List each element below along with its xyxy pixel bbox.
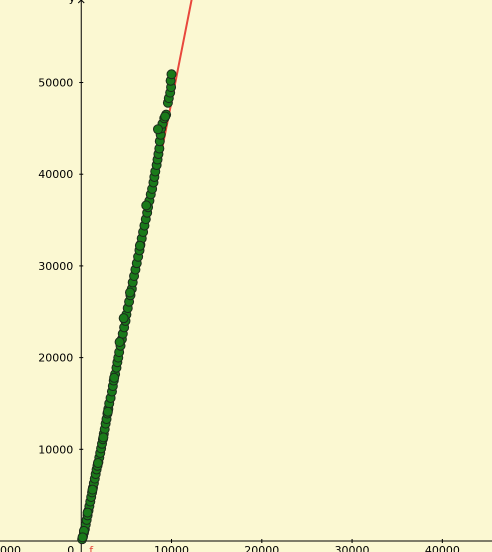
- y-axis-name: y: [69, 0, 76, 5]
- y-tick-label: 30000: [38, 260, 73, 273]
- data-point: [98, 432, 109, 443]
- y-axis-arrow: [77, 0, 85, 4]
- x-tick-label: 40000: [425, 544, 460, 552]
- axis-labels: y100002000030000400000000100002000030000…: [0, 0, 460, 552]
- x-tick-label: 20000: [244, 544, 279, 552]
- data-point: [166, 69, 177, 80]
- data-points: [77, 69, 177, 545]
- data-point: [82, 507, 93, 518]
- data-point: [87, 484, 98, 495]
- y-tick-label: 10000: [38, 443, 73, 456]
- x-tick-label: 10000: [154, 544, 189, 552]
- fit-curve-label: f: [89, 544, 94, 552]
- data-point: [125, 287, 135, 298]
- data-point: [160, 111, 171, 122]
- x-tick-label-cut: 000: [0, 544, 21, 552]
- y-tick-label: 20000: [38, 352, 73, 365]
- y-tick-label: 50000: [38, 77, 73, 90]
- data-point: [92, 458, 103, 469]
- data-point: [152, 124, 163, 135]
- data-point: [134, 240, 145, 251]
- data-point: [118, 313, 129, 324]
- y-tick-label: 40000: [38, 168, 73, 181]
- data-point: [77, 532, 88, 543]
- x-tick-label: 30000: [335, 544, 370, 552]
- data-point: [141, 200, 152, 211]
- origin-label: 0: [67, 544, 74, 552]
- data-point: [102, 406, 113, 417]
- data-point: [109, 372, 120, 383]
- data-point: [114, 337, 125, 348]
